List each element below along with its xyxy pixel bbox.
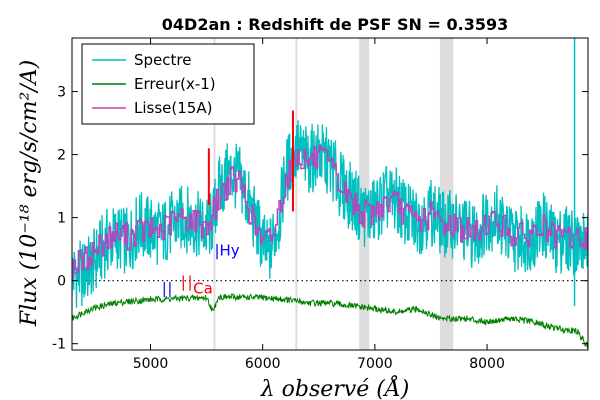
series-lisse-15a- (72, 145, 588, 279)
x-tick-label: 6000 (245, 356, 281, 372)
line-annotation: | (167, 279, 172, 297)
line-annotation: | (181, 273, 186, 291)
plot-frame (71, 37, 589, 351)
legend: Spectre Erreur(x-1) Lisse(15A) (81, 43, 255, 125)
line-annotation: Ca (193, 279, 213, 297)
y-tick-label: 0 (57, 274, 66, 290)
x-tick-label: 7000 (357, 356, 393, 372)
x-tick-label: 5000 (133, 356, 169, 372)
line-annotation: | (162, 279, 167, 297)
telluric-band (439, 38, 454, 350)
legend-label: Lisse(15A) (134, 99, 212, 117)
line-annotation: |Hy (214, 241, 239, 259)
y-tick-label: 1 (57, 211, 66, 227)
series-erreur-x-1- (72, 292, 588, 349)
series-group (72, 38, 588, 349)
y-tick-label: 3 (57, 85, 66, 101)
y-tick-label: 2 (57, 148, 66, 164)
chart-title: 04D2an : Redshift de PSF SN = 0.3593 (162, 15, 508, 34)
series-spectre (72, 120, 588, 308)
legend-label: Spectre (134, 51, 191, 69)
y-axis-label: Flux (10⁻¹⁸ erg/s/cm²/A) (17, 60, 42, 327)
line-annotation: | (188, 273, 193, 291)
x-axis-label: λ observé (Å) (260, 374, 410, 400)
legend-label: Erreur(x-1) (134, 75, 216, 93)
y-tick-label: -1 (52, 337, 66, 353)
x-tick-label: 8000 (469, 356, 505, 372)
